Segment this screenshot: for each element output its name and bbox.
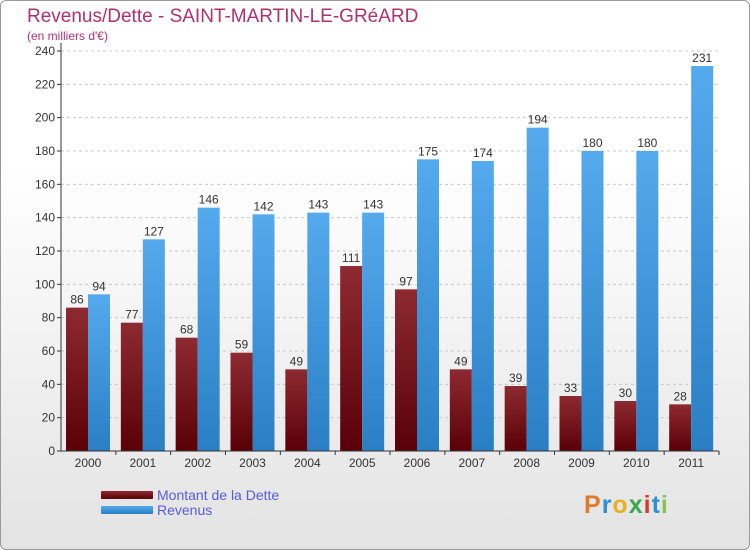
bar-debt-value-label: 33 (564, 381, 578, 395)
chart-title: Revenus/Dette - SAINT-MARTIN-LE-GRéARD (27, 6, 419, 27)
bar-debt (614, 401, 637, 451)
bar-revenus-value-label: 180 (582, 136, 602, 150)
x-tick-label: 2010 (623, 456, 650, 470)
bar-debt-value-label: 77 (125, 308, 139, 322)
bar-revenus (417, 159, 439, 452)
bar-debt-value-label: 49 (290, 354, 304, 368)
y-tick-label: 220 (35, 77, 55, 91)
x-tick-label: 2005 (349, 456, 376, 470)
proxiti-logo: Proxiti (584, 491, 669, 520)
x-tick-label: 2002 (184, 456, 211, 470)
bar-revenus (362, 212, 385, 451)
x-tick-label: 2009 (568, 456, 595, 470)
bar-revenus-value-label: 175 (418, 144, 438, 158)
bar-debt-value-label: 111 (342, 251, 361, 265)
y-tick-label: 140 (35, 211, 55, 225)
y-tick-label: 120 (35, 244, 55, 258)
logo-letter: i (643, 491, 652, 519)
y-tick-label: 100 (35, 277, 55, 291)
x-tick-label: 2003 (239, 456, 266, 470)
bar-debt-value-label: 97 (399, 274, 413, 288)
y-tick-label: 200 (35, 111, 55, 125)
bar-revenus-value-label: 127 (144, 224, 164, 238)
bar-revenus-value-label: 94 (92, 279, 106, 293)
y-tick-label: 240 (35, 44, 55, 58)
bar-debt (230, 352, 253, 451)
legend-swatch-revenus (101, 505, 153, 514)
bar-debt (285, 369, 308, 451)
x-tick-label: 2001 (129, 456, 156, 470)
y-tick-label: 40 (42, 377, 56, 391)
x-tick-label: 2007 (458, 456, 485, 470)
bar-revenus (471, 161, 494, 451)
bar-revenus (142, 239, 165, 451)
y-tick-label: 20 (42, 411, 56, 425)
legend-label-debt: Montant de la Dette (157, 486, 280, 503)
x-tick-label: 2004 (294, 456, 321, 470)
bar-debt (395, 289, 417, 451)
bar-revenus (197, 207, 220, 451)
logo-letter: P (584, 491, 602, 519)
bar-revenus (88, 294, 110, 451)
legend-item-debt: Montant de la Dette (101, 486, 280, 503)
bar-revenus-value-label: 142 (253, 199, 273, 213)
legend: Montant de la Dette Revenus (101, 486, 280, 518)
logo-letter: o (612, 491, 629, 519)
legend-label-revenus: Revenus (157, 501, 213, 518)
bar-debt (504, 386, 527, 451)
bar-revenus (636, 151, 659, 451)
y-tick-label: 0 (48, 444, 55, 458)
bar-revenus-value-label: 231 (692, 51, 712, 65)
bar-debt (175, 337, 198, 451)
bar-revenus-value-label: 143 (308, 198, 328, 212)
bar-revenus-value-label: 146 (199, 193, 219, 207)
x-tick-label: 2008 (513, 456, 540, 470)
y-tick-label: 180 (35, 144, 55, 158)
bar-debt-value-label: 49 (454, 354, 468, 368)
bar-debt-value-label: 59 (235, 338, 249, 352)
chart-subtitle: (en milliers d'€) (27, 29, 108, 43)
bar-debt-value-label: 30 (619, 386, 633, 400)
bar-debt-value-label: 68 (180, 323, 194, 337)
bar-revenus (526, 127, 549, 452)
legend-item-revenus: Revenus (101, 501, 279, 518)
bar-revenus (581, 151, 604, 451)
bar-revenus-value-label: 174 (473, 146, 493, 160)
logo-letter: r (601, 491, 613, 519)
x-tick-label: 2000 (75, 456, 102, 470)
bar-debt (66, 307, 88, 451)
y-tick-label: 80 (42, 311, 56, 325)
bar-revenus-value-label: 143 (363, 198, 383, 212)
x-tick-label: 2011 (678, 456, 704, 470)
bar-debt-value-label: 39 (509, 371, 523, 385)
logo-letter: x (628, 491, 644, 519)
bar-debt (559, 396, 582, 451)
bar-revenus-value-label: 180 (637, 136, 657, 150)
bar-debt-value-label: 86 (70, 293, 84, 307)
legend-swatch-debt (101, 490, 153, 499)
logo-letter: i (660, 491, 669, 519)
bar-debt (669, 404, 692, 451)
bar-revenus (307, 212, 330, 451)
bar-revenus-value-label: 194 (528, 113, 548, 127)
x-tick-label: 2006 (404, 456, 431, 470)
bar-revenus (691, 66, 714, 451)
bar-debt (340, 266, 363, 451)
bar-revenus (252, 214, 275, 451)
bar-debt-value-label: 28 (673, 389, 687, 403)
bar-debt (449, 369, 472, 451)
y-tick-label: 160 (35, 177, 55, 191)
bar-debt (120, 322, 143, 451)
logo-letter: t (651, 491, 661, 519)
y-tick-label: 60 (42, 344, 56, 358)
